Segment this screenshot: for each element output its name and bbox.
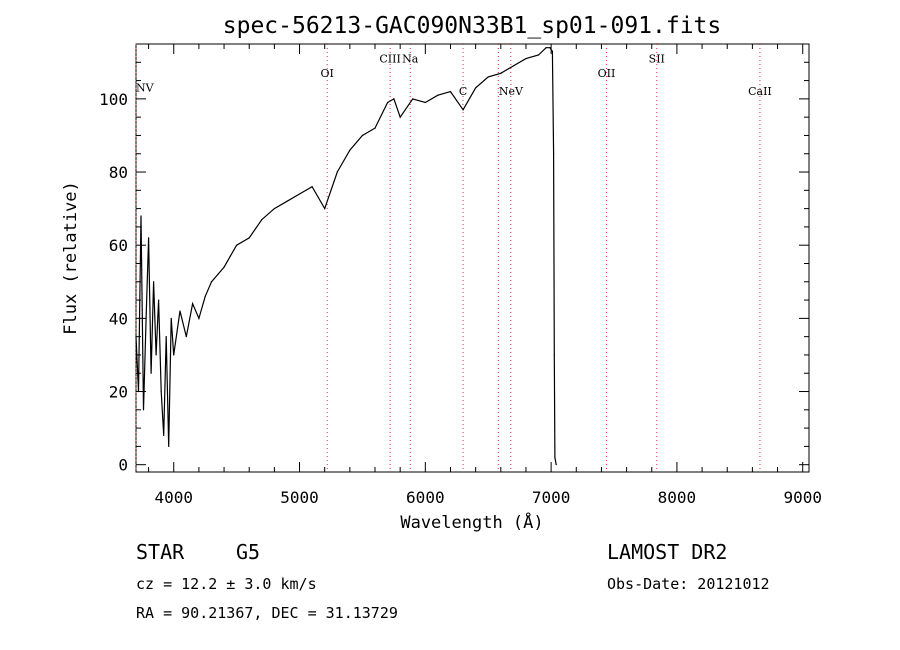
object-class: STAR: [136, 540, 185, 564]
data-point: [393, 98, 395, 100]
y-tick-label: 0: [118, 456, 128, 475]
data-point: [555, 464, 557, 466]
data-point: [142, 409, 145, 411]
data-point: [512, 65, 514, 67]
data-point: [525, 58, 527, 60]
data-point: [349, 149, 351, 151]
plot-frame: [135, 43, 810, 473]
data-point: [170, 317, 172, 319]
line-label: CaII: [748, 85, 772, 98]
y-tick-label: 20: [109, 383, 128, 402]
survey-name: LAMOST DR2: [607, 540, 728, 564]
line-label: C: [459, 85, 467, 98]
data-point: [163, 434, 165, 437]
y-tick-label: 60: [109, 236, 128, 255]
data-point: [336, 171, 338, 173]
data-point: [223, 266, 225, 268]
y-axis-label: Flux (relative): [61, 181, 81, 335]
data-point: [553, 153, 555, 155]
data-point: [158, 299, 160, 301]
data-point: [324, 208, 326, 210]
spectrum-line: [135, 47, 557, 465]
data-point: [361, 134, 364, 137]
spectrum-series: [135, 47, 557, 466]
data-point: [551, 50, 553, 52]
data-point: [374, 127, 376, 129]
x-tick-label: 6000: [406, 488, 445, 507]
x-tick-label: 9000: [783, 488, 822, 507]
line-label: NeV: [499, 85, 524, 98]
data-point: [412, 98, 414, 100]
data-point: [462, 109, 464, 111]
data-point: [185, 336, 187, 338]
data-point: [399, 116, 401, 118]
data-point: [449, 90, 452, 93]
data-point: [437, 94, 439, 96]
data-point: [553, 354, 555, 356]
line-label: SII: [649, 52, 665, 65]
data-point: [140, 215, 142, 217]
data-point: [165, 336, 167, 338]
data-point: [179, 310, 181, 312]
data-point: [153, 281, 155, 283]
chart-title: spec-56213-GAC090N33B1_sp01-091.fits: [223, 13, 722, 39]
emission-lines: NV OI CIII Na C NeV OII SII CaII: [135, 44, 772, 472]
data-point: [549, 47, 551, 49]
y-tick-label: 100: [99, 90, 128, 109]
data-point: [298, 193, 301, 195]
redshift-line: cz = 12.2 ± 3.0 km/s: [136, 575, 317, 593]
data-point: [217, 273, 219, 276]
data-point: [160, 390, 162, 393]
x-tick-label: 8000: [658, 488, 697, 507]
x-tick-label: 7000: [532, 488, 571, 507]
data-point: [204, 295, 206, 298]
x-axis-label: Wavelength (Å): [400, 511, 543, 533]
line-label: OII: [598, 67, 616, 80]
data-point: [311, 186, 313, 188]
object-subclass: G5: [236, 540, 261, 564]
line-label: CIII: [379, 52, 400, 65]
data-point: [500, 72, 502, 74]
data-point: [286, 200, 288, 202]
data-point: [487, 76, 489, 78]
y-tick-label: 80: [109, 163, 128, 182]
data-point: [236, 244, 238, 246]
x-axis-ticks: 4000 5000 6000 7000 8000 9000: [148, 44, 822, 507]
data-point: [261, 218, 263, 221]
data-point: [475, 87, 477, 89]
data-point: [386, 101, 389, 104]
coordinates: RA = 90.21367, DEC = 31.13729: [136, 604, 398, 622]
data-point: [173, 354, 175, 356]
data-point: [273, 208, 275, 210]
line-label: NV: [136, 82, 155, 95]
data-point: [537, 54, 540, 56]
observation-date: Obs-Date: 20121012: [607, 575, 770, 593]
data-point: [168, 445, 170, 447]
data-point: [198, 317, 200, 319]
data-point: [150, 372, 152, 374]
data-point: [424, 101, 426, 104]
data-point: [192, 303, 194, 305]
data-point: [155, 354, 157, 356]
data-point: [248, 237, 250, 239]
x-tick-label: 5000: [280, 488, 319, 507]
line-label: OI: [321, 67, 334, 80]
data-point: [210, 281, 213, 283]
data-point: [229, 255, 231, 257]
line-label: Na: [402, 52, 419, 65]
data-point: [545, 47, 547, 49]
data-point: [554, 456, 556, 458]
y-tick-label: 40: [109, 309, 128, 328]
y-axis-ticks: 0 20 40 60 80 100: [99, 61, 809, 475]
data-point: [147, 237, 150, 239]
x-tick-label: 4000: [154, 488, 193, 507]
